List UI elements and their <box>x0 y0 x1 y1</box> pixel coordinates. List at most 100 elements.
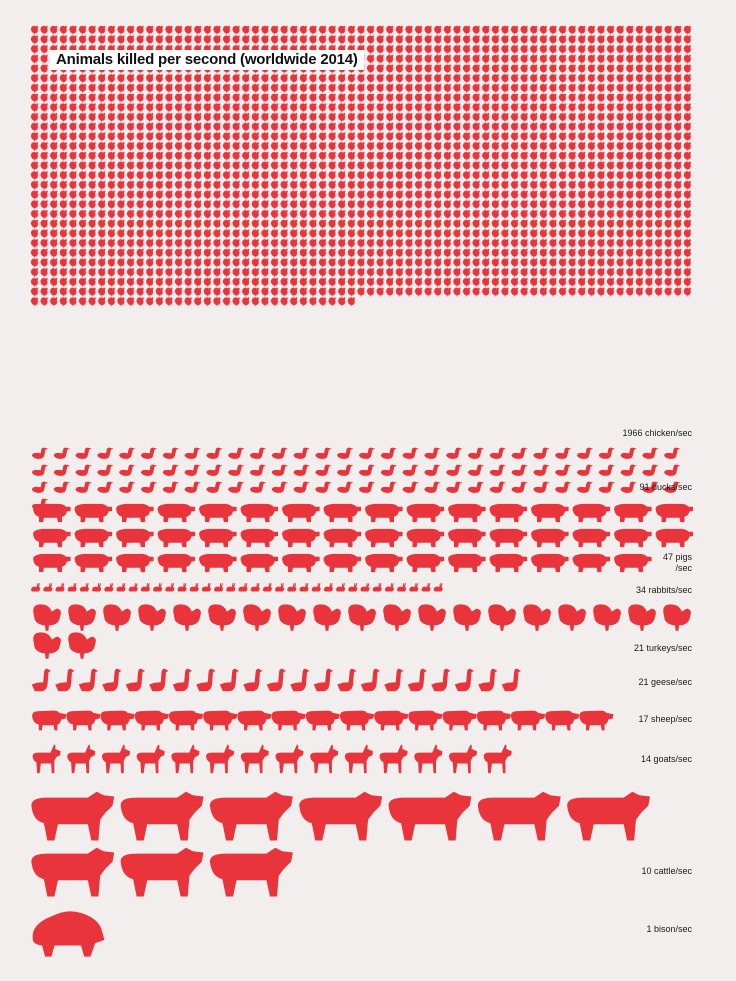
turkey-icon <box>208 604 236 631</box>
turkey-icon <box>68 632 96 659</box>
rabbit-icon <box>189 583 199 592</box>
goat-icon <box>32 744 61 774</box>
rabbit-icon <box>238 583 248 592</box>
turkey-icon <box>33 604 61 631</box>
duck-icon <box>664 464 681 476</box>
goat-icon <box>379 744 408 774</box>
label-pigs-line1: 47 pigs <box>662 552 692 562</box>
goat-icon <box>136 744 165 774</box>
pig-icon <box>240 528 279 548</box>
pig-icon <box>199 528 237 548</box>
rabbit-icon <box>262 583 272 592</box>
duck-icon <box>402 464 419 476</box>
pig-icon <box>116 528 154 548</box>
rabbit-icon <box>323 583 333 592</box>
goose-icon <box>78 668 99 692</box>
label-geese: 21 geese/sec <box>638 677 692 687</box>
chart-title: Animals killed per second (worldwide 201… <box>50 50 364 70</box>
sheep-icon <box>579 710 614 731</box>
pig-icon <box>448 503 486 523</box>
goose-icon <box>360 668 381 692</box>
pig-icon <box>365 528 403 548</box>
bison-icons <box>32 911 105 957</box>
duck-icon <box>228 447 245 459</box>
rabbits-icons <box>31 583 443 592</box>
duck-icon <box>620 464 637 476</box>
duck-icon <box>31 481 49 493</box>
rabbit-icon <box>165 583 175 592</box>
pig-icon <box>33 553 71 573</box>
duck-icon <box>446 464 463 476</box>
pig-icon <box>33 528 71 548</box>
cattle-icon <box>567 791 651 841</box>
pig-icon <box>116 553 154 573</box>
goose-icon <box>31 668 52 692</box>
duck-icon <box>249 481 267 493</box>
pig-icon <box>406 528 445 548</box>
duck-icon <box>119 481 136 493</box>
turkey-icon <box>173 604 201 631</box>
cattle-icon <box>299 791 383 841</box>
duck-icon <box>380 464 398 476</box>
duck-icon <box>293 481 310 493</box>
duck-icon <box>489 447 507 459</box>
label-pigs: 47 pigs /sec <box>663 552 692 574</box>
turkey-icon <box>418 604 446 631</box>
rabbit-icon <box>31 583 41 592</box>
rabbit-icon <box>79 583 89 592</box>
duck-icon <box>620 481 637 493</box>
pig-icon <box>614 528 652 548</box>
duck-icon <box>446 447 463 459</box>
turkey-icon <box>523 604 551 631</box>
duck-icon <box>380 447 398 459</box>
goose-icon <box>313 668 334 692</box>
turkey-icon <box>243 604 271 631</box>
duck-icon <box>53 447 71 459</box>
rabbit-icon <box>214 583 224 592</box>
duck-icon <box>162 481 180 493</box>
duck-icon <box>642 447 659 459</box>
pig-icon <box>157 503 196 523</box>
pig-icon <box>74 528 113 548</box>
duck-icon <box>97 447 114 459</box>
pig-icon <box>199 503 237 523</box>
goat-icon <box>206 744 235 774</box>
geese-icons <box>31 668 522 692</box>
rabbit-icon <box>67 583 77 592</box>
goat-icon <box>448 744 478 774</box>
rabbit-icon <box>409 583 419 592</box>
duck-icon <box>598 464 616 476</box>
pig-icon <box>199 553 237 573</box>
duck-icon <box>140 481 158 493</box>
duck-icon <box>31 464 49 476</box>
turkey-icon <box>593 604 621 631</box>
duck-icon <box>53 464 71 476</box>
duck-icon <box>664 447 681 459</box>
duck-icon <box>337 481 354 493</box>
cattle-icon <box>120 791 204 841</box>
cattle-icon <box>209 791 293 841</box>
turkey-icon <box>663 604 691 631</box>
goose-icon <box>125 668 146 692</box>
label-turkeys: 21 turkeys/sec <box>633 643 692 653</box>
pig-icon <box>572 553 611 573</box>
duck-icon <box>315 481 332 493</box>
pigs-icons <box>33 503 694 573</box>
duck-icon <box>664 481 681 493</box>
goose-icon <box>266 668 287 692</box>
pig-icon <box>157 528 196 548</box>
label-bison: 1 bison/sec <box>646 924 692 934</box>
sheep-icon <box>100 710 135 731</box>
duck-icon <box>271 464 289 476</box>
goose-icon <box>149 668 169 692</box>
rabbit-icon <box>116 583 126 592</box>
pig-icon <box>406 553 445 573</box>
turkey-icon <box>313 604 341 631</box>
duck-icon <box>249 464 267 476</box>
rabbit-icon <box>55 583 65 592</box>
duck-icon <box>511 447 528 459</box>
sheep-icons <box>32 710 614 731</box>
pig-icon <box>365 503 403 523</box>
duck-icon <box>642 481 659 493</box>
pig-icon <box>655 503 694 523</box>
